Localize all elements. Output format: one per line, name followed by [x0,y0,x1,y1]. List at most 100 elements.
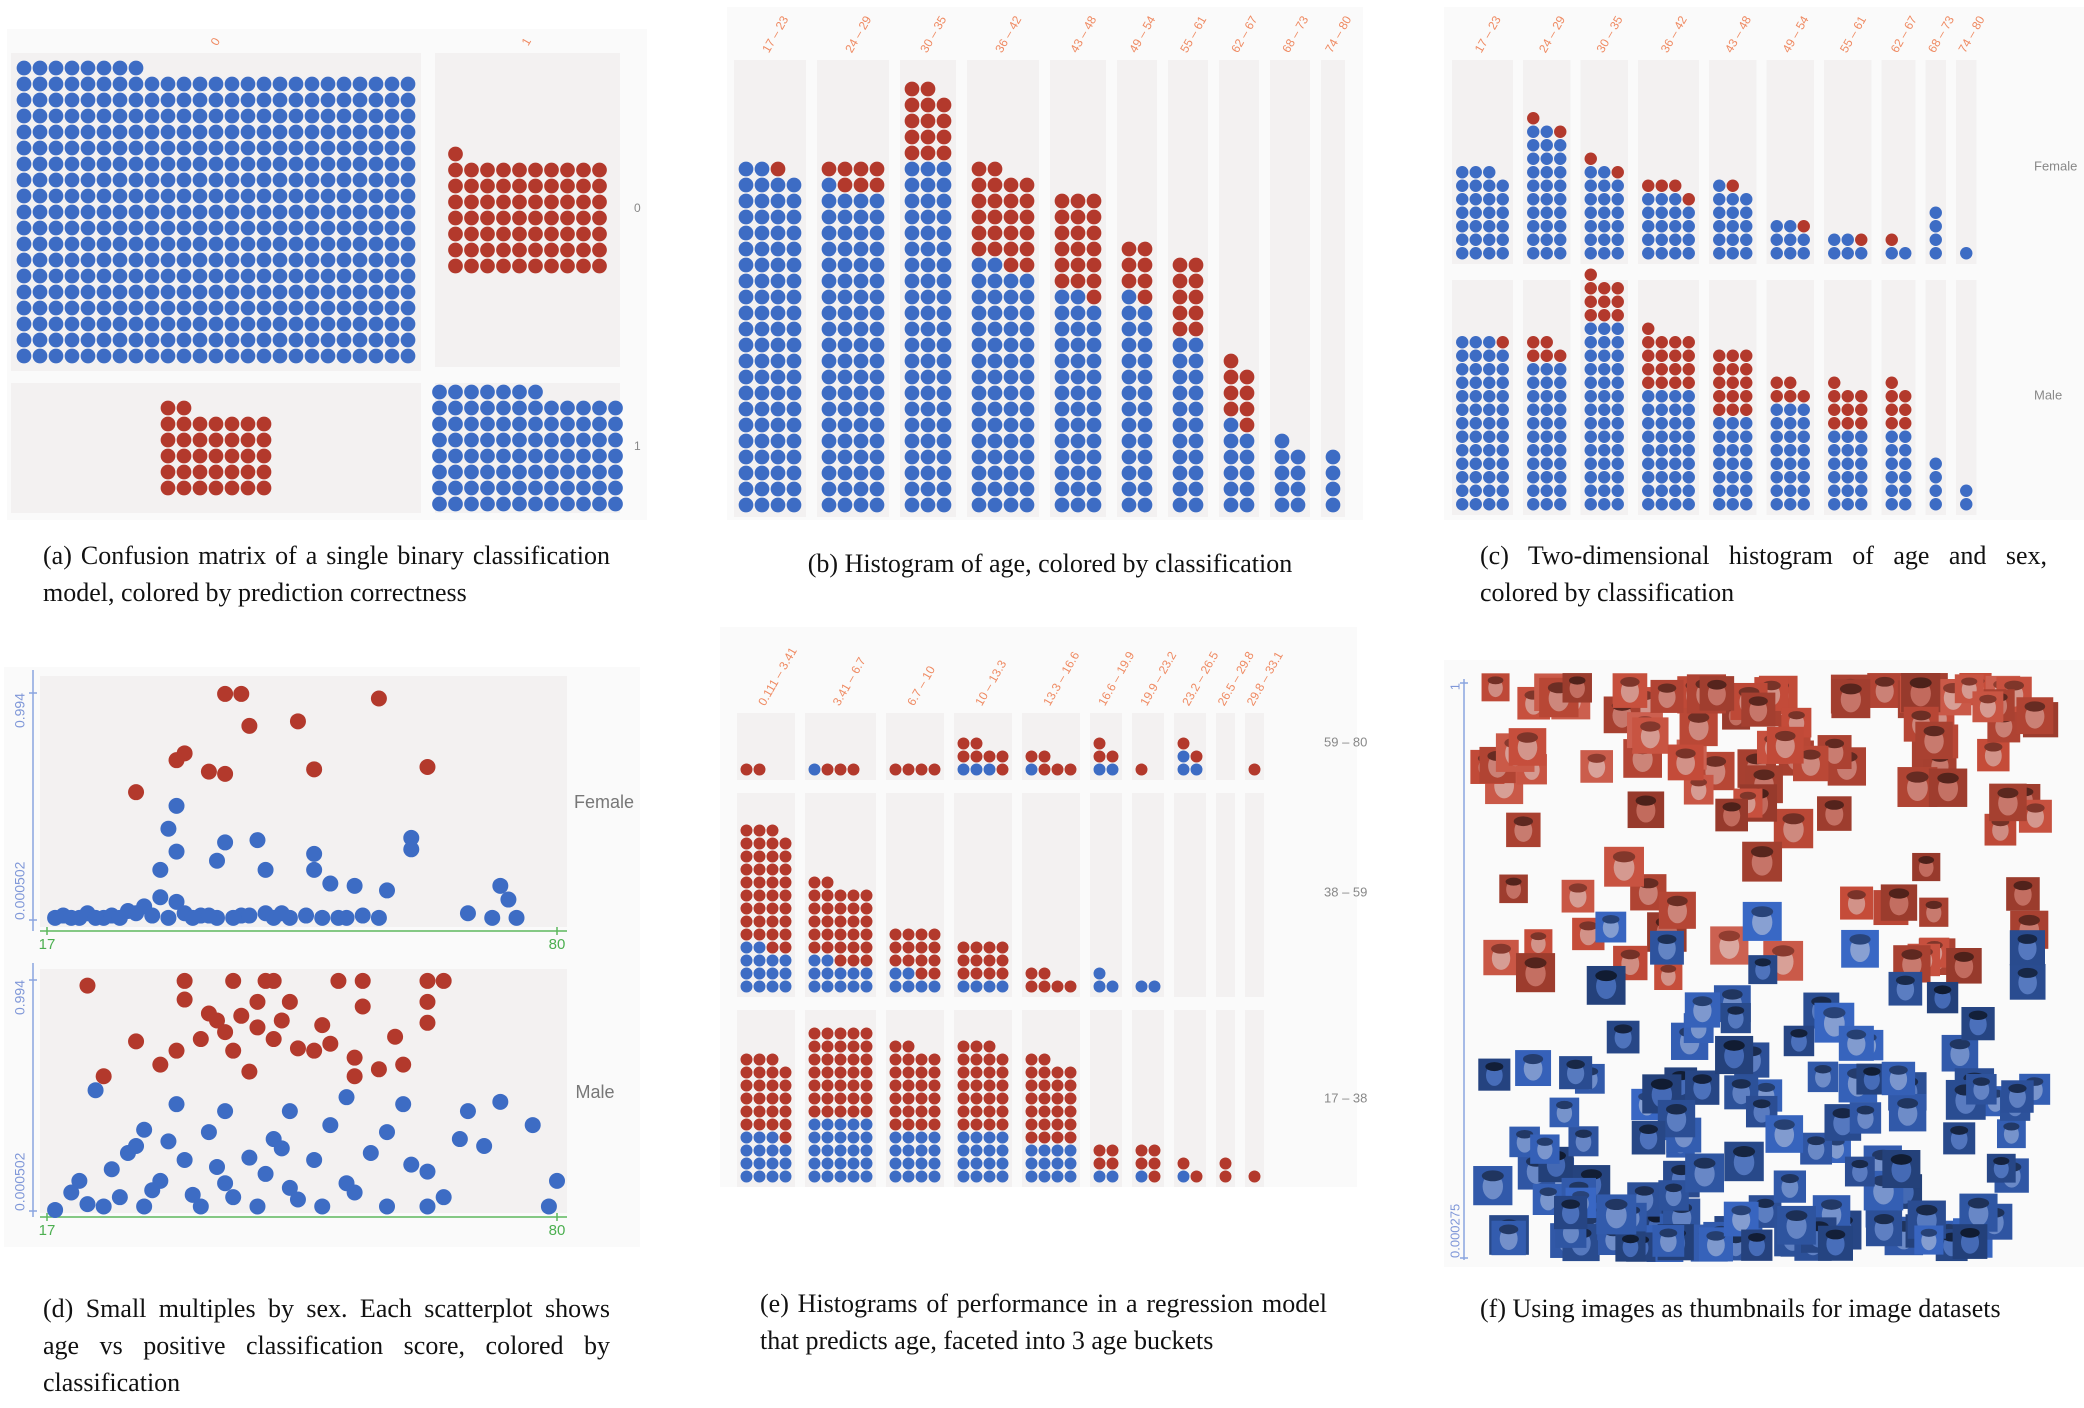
dot [1726,390,1739,403]
dot [754,209,770,225]
dot [1770,498,1783,511]
thumbnail [1650,930,1684,965]
bin-background [1956,60,1977,264]
thumbnail [1654,961,1683,991]
dot [1598,233,1611,246]
thumbnail [1881,1061,1916,1096]
dot [256,92,272,108]
dot [1190,750,1203,763]
thumbnail [1849,1102,1882,1134]
dot [847,941,860,954]
dot [970,1079,983,1092]
dot [821,369,837,385]
dot [1086,481,1102,497]
point [370,690,387,707]
dot [192,108,208,124]
dot [464,194,479,210]
dot [1527,417,1540,430]
point [289,713,306,730]
row-label: 0 [634,201,641,215]
thumbnail-hair [1821,1199,1843,1210]
dot [902,1066,915,1079]
caption: (b) Histogram of age, colored by classif… [807,549,1293,578]
dot [1177,763,1190,776]
thumbnail-hair [1790,1029,1808,1038]
dot [808,928,821,941]
point [306,761,323,778]
dot [1121,385,1137,401]
dot [983,954,996,967]
bin-background [1270,60,1310,517]
thumbnail [1888,1093,1927,1132]
dot [971,401,987,417]
dot [1527,233,1540,246]
dot [1483,363,1496,376]
dot [1584,444,1597,457]
dot [1003,225,1019,241]
bin-background [1219,60,1259,517]
dot [1223,369,1239,385]
point [217,1024,234,1041]
dot [1070,385,1086,401]
dot [1051,1092,1064,1105]
dot [336,156,352,172]
dot [1093,1157,1106,1170]
point [249,832,266,849]
thumbnail-hair [1640,721,1661,732]
dot [1469,363,1482,376]
dot [740,824,753,837]
dot [256,348,272,364]
dot [1248,763,1261,776]
dot [1713,349,1726,362]
dot [1019,209,1035,225]
dot [915,928,928,941]
dot [304,140,320,156]
dot [920,401,936,417]
thumbnail-hair [1639,1124,1658,1134]
dot [1496,233,1509,246]
dot [400,268,416,284]
dot [1584,206,1597,219]
point [451,1131,468,1148]
dot [1003,337,1019,353]
dot [16,348,32,364]
dot [902,1157,915,1170]
bin-background [1881,60,1916,264]
thumbnail-hair [1481,1170,1504,1182]
dot [1121,417,1137,433]
dot [224,220,240,236]
dot [1611,206,1624,219]
thumbnail-hair [1602,915,1620,924]
dot [1726,247,1739,260]
dot [786,401,802,417]
bin-background [1090,1010,1122,1187]
dot [1070,433,1086,449]
point [168,893,185,910]
dot [971,289,987,305]
dot [336,348,352,364]
point [289,1040,306,1057]
dot [192,480,208,496]
dot [1054,209,1070,225]
dot [288,300,304,316]
dot [821,1131,834,1144]
dot [834,1079,847,1092]
dot [847,763,860,776]
dot [464,210,479,226]
dot [920,161,936,177]
dot [1611,417,1624,430]
dot [480,432,495,448]
dot [528,194,543,210]
point [306,861,323,878]
thumbnail-hair [1967,1197,1990,1209]
dot [770,257,786,273]
dot [920,145,936,161]
dot [320,172,336,188]
dot [368,316,384,332]
dot [1051,980,1064,993]
dot [1584,498,1597,511]
dot [1598,376,1611,389]
thumbnail-hair [1873,1214,1895,1225]
dot [1019,257,1035,273]
thumbnail-hair [1491,943,1511,954]
